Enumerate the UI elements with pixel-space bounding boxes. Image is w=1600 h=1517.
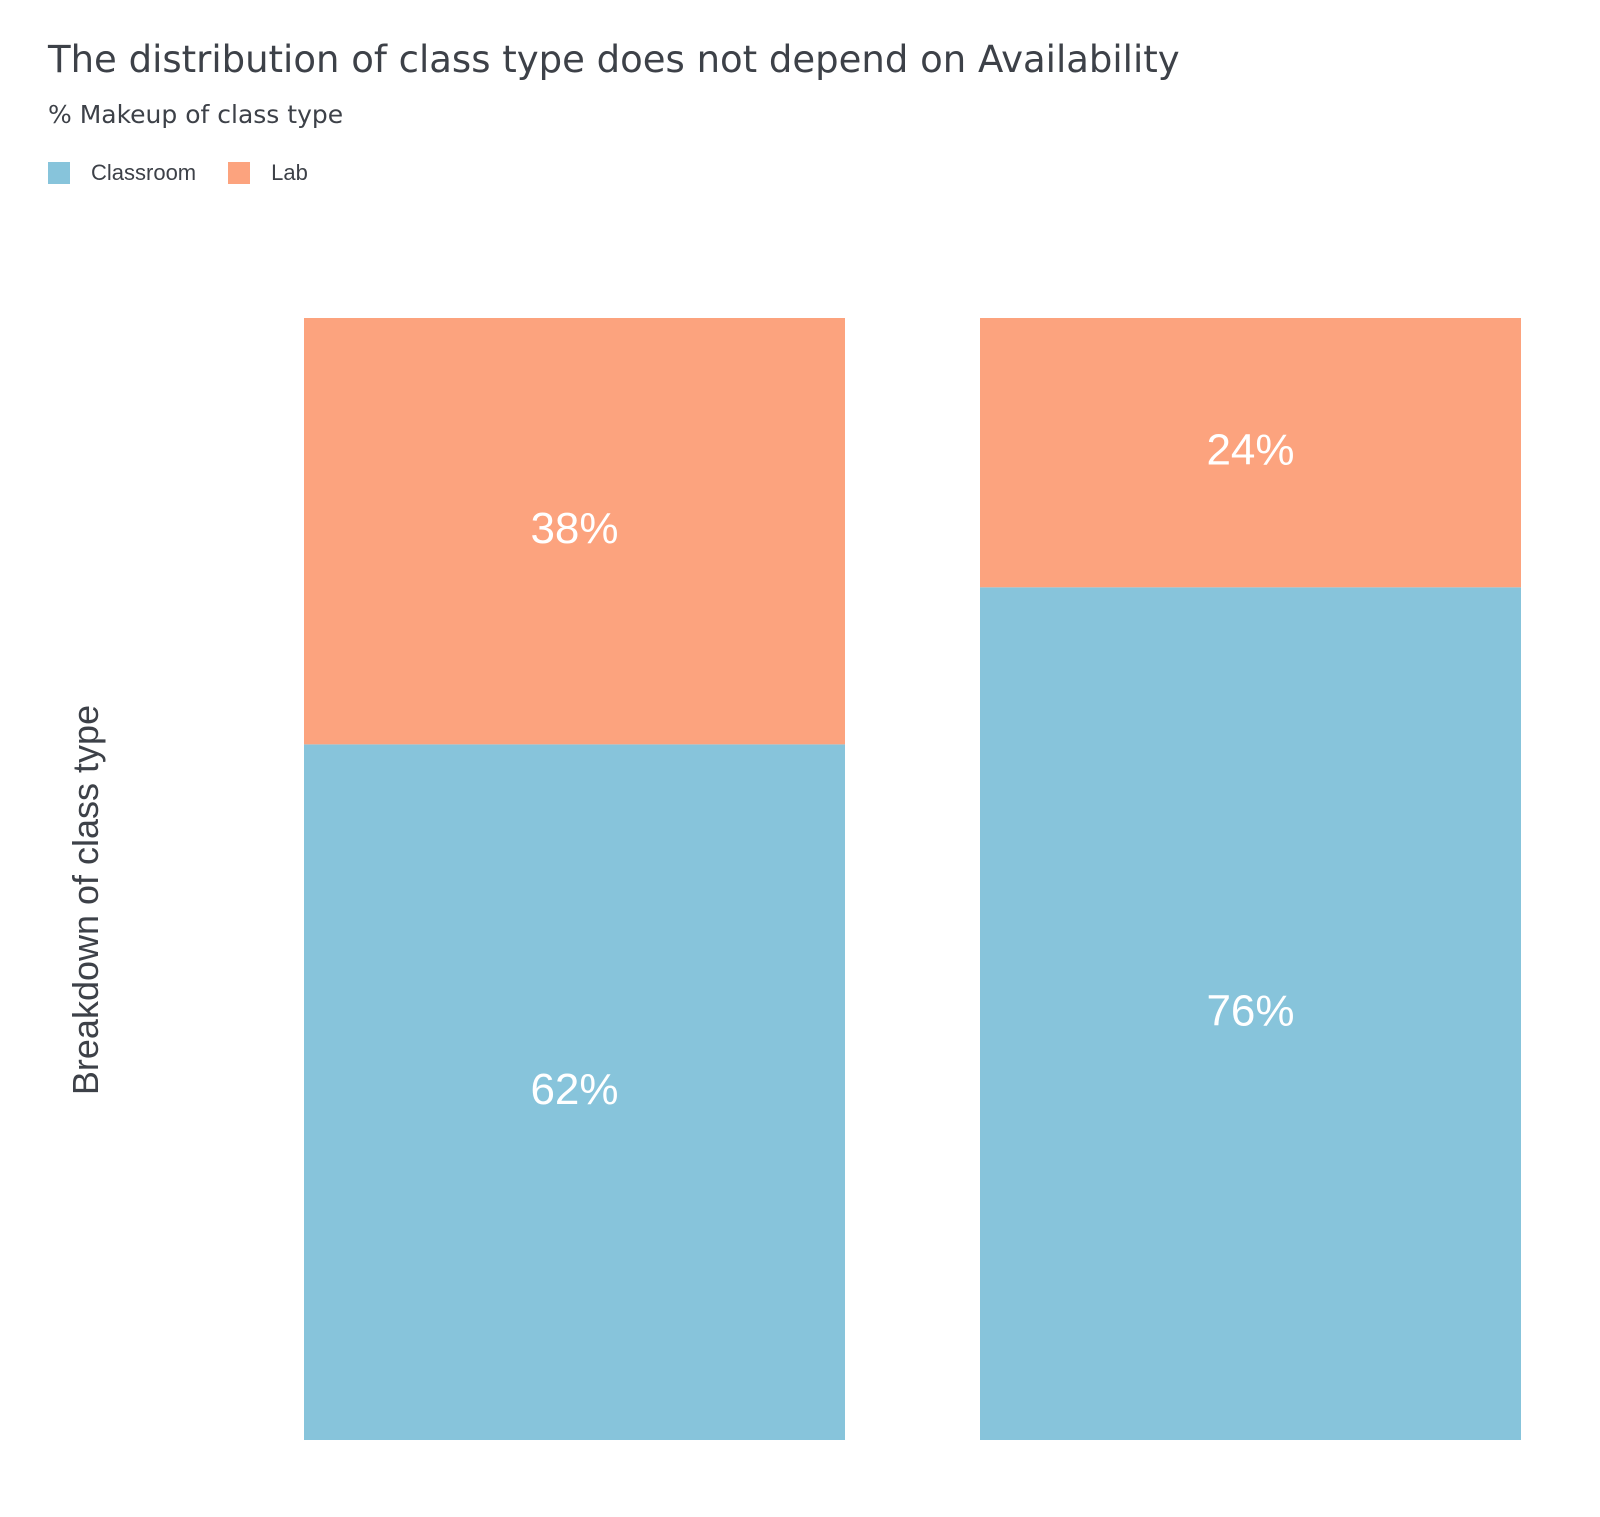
legend-label-lab: Lab [271,160,308,185]
legend-swatch-lab [228,162,251,184]
bar-segment-lab-2[interactable] [980,318,1521,588]
bar-segment-classroom-2[interactable] [980,587,1521,1440]
data-label-lab-2: 24% [1206,425,1294,474]
legend: Classroom Lab [48,160,340,186]
data-label-classroom-1: 62% [530,1065,618,1114]
bar-segment-classroom-1[interactable] [304,744,845,1440]
data-label-classroom-2: 76% [1206,986,1294,1035]
legend-item-classroom[interactable]: Classroom [48,160,196,186]
legend-label-classroom: Classroom [91,160,197,185]
chart-subtitle: % Makeup of class type [48,100,344,129]
data-label-lab-1: 38% [530,504,618,553]
bar-segment-lab-1[interactable] [304,318,845,745]
chart-title: The distribution of class type does not … [48,38,1180,81]
legend-item-lab[interactable]: Lab [228,160,308,186]
legend-swatch-classroom [48,162,70,184]
